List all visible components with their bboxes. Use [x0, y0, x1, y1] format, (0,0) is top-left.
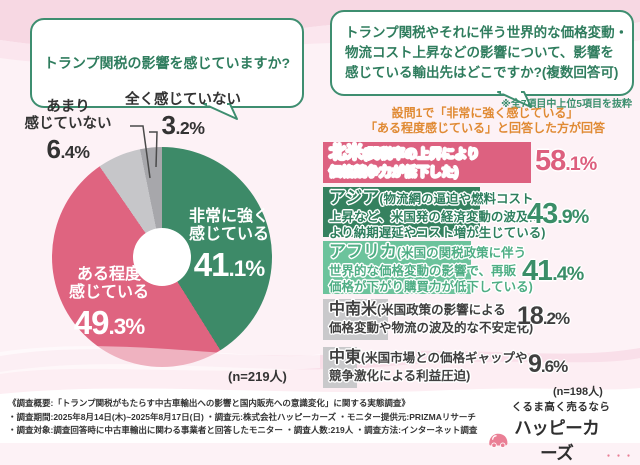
bubble-tail: [203, 103, 238, 120]
brand-dots: ・・・: [603, 451, 634, 461]
pie-label-barely-feel: あまり 感じていない 6.4%: [6, 99, 130, 165]
bar-value: 43.9%: [527, 198, 589, 230]
brand-tagline: くるま高く売るなら: [511, 401, 611, 413]
bar-n-label: (n=198人): [553, 386, 603, 398]
bar-row-latin-america: 中南米(米国政策の影響による 価格変動や物流の波及的な不安定化) 18.2%: [323, 299, 640, 340]
pie-n-label: (n=219人): [228, 369, 287, 384]
bar-fill: [323, 241, 472, 294]
excerpt-note: ※全7項目中上位5項目を抜粋: [501, 99, 632, 110]
bar-row-north-america: 北米(関税率の上昇により 価格競争力が低下した) 58.1%: [323, 142, 640, 183]
bar-label: 中南米(米国政策の影響による 価格変動や物流の波及的な不安定化): [329, 301, 534, 335]
survey-line-1: 《調査概要:「トランプ関税がもたらす中古車輸出への影響と国内販売への意識変化」に…: [8, 398, 410, 408]
question1-bubble: トランプ関税の影響を感じていますか?: [30, 18, 304, 120]
bar-row-middle-east: 中東(米国市場との価格ギャップや 競争激化による利益圧迫) 9.6%: [323, 347, 640, 388]
survey-overview: 《調査概要:「トランプ関税がもたらす中古車輸出への影響と国内販売への意識変化」に…: [8, 397, 477, 438]
bar-row-asia: アジア(物流網の逼迫や燃料コスト 上昇など、米国発の経済変動の波及に より納期遅…: [323, 187, 640, 240]
bar-label: 中東(米国市場との価格ギャップや 競争激化による利益圧迫): [329, 349, 528, 383]
footer-wave: [0, 388, 640, 443]
question1-text: トランプ関税の影響を感じていますか?: [43, 55, 291, 71]
bar-value: 41.4%: [522, 255, 584, 287]
question2-text: トランプ関税やそれに伴う世界的な価格変動・ 物流コスト上昇などの影響について、影…: [345, 25, 629, 80]
survey-line-3: ・調査対象:調査回答時に中古車輸出に関わる事業者と回答したモニター ・調査人数:…: [8, 425, 478, 435]
pie-hole: [133, 228, 191, 286]
bar-value: 9.6%: [528, 350, 568, 378]
pie-leader-lines: [130, 125, 158, 179]
bar-label: 北米(関税率の上昇により 価格競争力が低下した): [329, 143, 480, 179]
survey-line-2: ・調査期間:2025年8月14日(木)~2025年8月17日(日) ・調査元:株…: [8, 411, 476, 422]
bar-fill: [323, 347, 358, 388]
car-icon: [489, 433, 508, 448]
pie-value-somewhat-feel: 49.3%: [73, 304, 145, 341]
pie-chart: [52, 147, 272, 367]
bar-label: アフリカ(米国の関税政策に伴う 世界的な価格変動の影響で、再販 価格が下がり購買…: [329, 242, 533, 294]
bar-row-africa: アフリカ(米国の関税政策に伴う 世界的な価格変動の影響で、再販 価格が下がり購買…: [323, 241, 640, 294]
pie-label-somewhat-feel: ある程度 感じている 49.3%: [50, 266, 168, 342]
pie-label-strongly-feel: 非常に強く 感じている 41.1%: [170, 208, 288, 284]
bar-value: 18.2%: [517, 302, 570, 330]
pie-value-strongly-feel: 41.1%: [193, 246, 265, 283]
bar-label: アジア(物流網の逼迫や燃料コスト 上昇など、米国発の経済変動の波及に より納期遅…: [329, 188, 546, 240]
pie-value-barely-feel: 6.4%: [46, 134, 90, 164]
pie-label-not-feel: 全く感じていない 3.2%: [118, 92, 248, 141]
bar-value: 58.1%: [535, 145, 597, 177]
question2-bubble: トランプ関税やそれに伴う世界的な価格変動・ 物流コスト上昇などの影響について、影…: [330, 10, 634, 108]
brand-name: ハッピーカーズ: [514, 418, 600, 463]
bar-chart: 北米(関税率の上昇により 価格競争力が低下した) 58.1% アジア(物流網の逼…: [323, 0, 640, 400]
bubble-tail: [497, 91, 532, 108]
filter-note: 設問1で「非常に強く感じている」 「ある程度感じている」と回答した方が回答: [364, 106, 605, 135]
pie-value-not-feel: 3.2%: [161, 110, 205, 140]
brand-logo: くるま高く売るなら ハッピーカーズ ・・・: [488, 399, 634, 465]
bar-fill: [323, 142, 531, 183]
bar-fill: [323, 299, 389, 340]
bar-fill: [323, 187, 481, 237]
